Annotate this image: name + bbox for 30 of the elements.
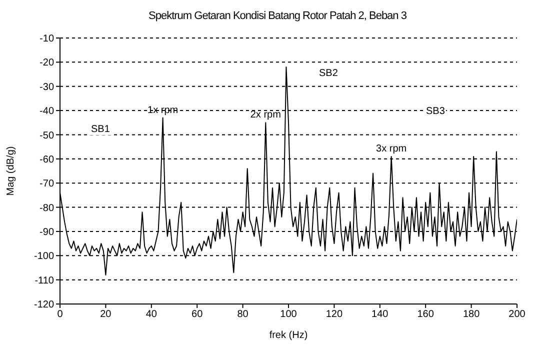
y-tick-label: -80 (40, 202, 54, 214)
annotation: 3x rpm (376, 143, 407, 154)
y-tick-label: -110 (34, 275, 54, 286)
x-tick-label: 160 (417, 309, 434, 320)
y-tick-label: -70 (40, 178, 54, 190)
y-tick-label: -100 (34, 251, 54, 262)
x-tick-label: 20 (100, 309, 112, 320)
y-tick-label: -20 (40, 58, 54, 69)
x-tick-label: 120 (326, 309, 343, 320)
x-tick-label: 100 (280, 309, 298, 320)
x-tick-label: 140 (372, 309, 389, 320)
y-tick-label: -90 (40, 227, 54, 238)
y-tick-label: -30 (40, 82, 54, 93)
y-tick-label: -50 (40, 130, 54, 142)
y-tick-label: -120 (34, 300, 54, 311)
chart-title: Spektrum Getaran Kondisi Batang Rotor Patah 2, Beban 3 (148, 10, 408, 22)
y-tick-label: -60 (40, 154, 54, 166)
x-axis-title: frek (Hz) (269, 330, 308, 341)
annotation: SB1 (90, 124, 111, 135)
x-tick-label: 60 (192, 309, 204, 320)
annotation: SB3 (425, 106, 446, 117)
x-tick-label: 200 (508, 309, 526, 320)
x-tick-label: 180 (462, 309, 480, 320)
y-tick-label: -40 (40, 106, 54, 118)
x-tick-label: 80 (237, 309, 249, 320)
x-tick-label: 0 (57, 309, 64, 320)
y-axis-title: Mag (dB/g) (6, 146, 17, 196)
x-tick-label: 40 (146, 309, 158, 320)
y-tick-label: -10 (40, 34, 54, 45)
annotation: SB2 (318, 68, 339, 79)
